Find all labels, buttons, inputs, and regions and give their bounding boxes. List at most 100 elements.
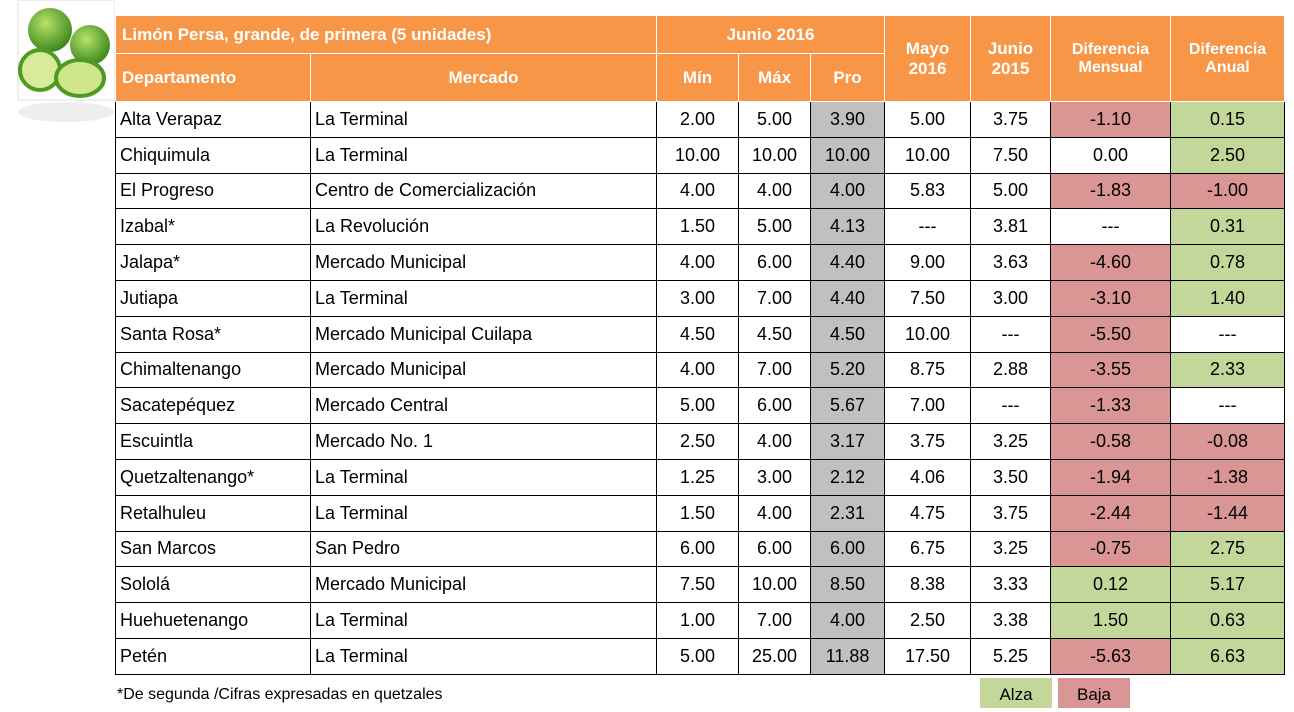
- table-cell: La Terminal: [311, 495, 657, 531]
- table-cell: 5.00: [885, 102, 971, 138]
- table-cell: 3.25: [971, 531, 1051, 567]
- table-cell: Izabal*: [116, 209, 311, 245]
- table-cell: 5.00: [971, 173, 1051, 209]
- table-cell: 2.88: [971, 352, 1051, 388]
- table-cell: -1.94: [1051, 459, 1171, 495]
- table-cell: 25.00: [739, 638, 811, 674]
- table-cell: 2.50: [885, 603, 971, 639]
- table-cell: 3.25: [971, 424, 1051, 460]
- lime-image: [0, 0, 115, 130]
- table-cell: Mercado Municipal: [311, 352, 657, 388]
- table-cell: Jalapa*: [116, 245, 311, 281]
- table-cell: ---: [885, 209, 971, 245]
- table-cell: 4.50: [657, 316, 739, 352]
- table-cell: 4.00: [657, 352, 739, 388]
- table-cell: 2.00: [657, 102, 739, 138]
- table-cell: 1.25: [657, 459, 739, 495]
- table-cell: 5.17: [1171, 567, 1285, 603]
- table-cell: -1.10: [1051, 102, 1171, 138]
- header-cell: Junio 2015: [971, 16, 1051, 102]
- legend-item: Alza: [980, 678, 1052, 708]
- table-cell: 10.00: [657, 137, 739, 173]
- table-cell: 3.33: [971, 567, 1051, 603]
- table-cell: Quetzaltenango*: [116, 459, 311, 495]
- table-cell: San Pedro: [311, 531, 657, 567]
- table-cell: 0.15: [1171, 102, 1285, 138]
- table-cell: 1.40: [1171, 280, 1285, 316]
- table-cell: 4.50: [739, 316, 811, 352]
- table-cell: 0.31: [1171, 209, 1285, 245]
- table-cell: -0.58: [1051, 424, 1171, 460]
- table-cell: -1.83: [1051, 173, 1171, 209]
- table-cell: 7.50: [971, 137, 1051, 173]
- table-cell: 4.00: [739, 424, 811, 460]
- table-cell: 4.00: [739, 495, 811, 531]
- table-cell: -1.00: [1171, 173, 1285, 209]
- table-cell: 7.50: [657, 567, 739, 603]
- table-cell: 7.00: [885, 388, 971, 424]
- table-cell: La Terminal: [311, 459, 657, 495]
- table-cell: ---: [1051, 209, 1171, 245]
- table-cell: 5.00: [657, 638, 739, 674]
- table-cell: 3.75: [971, 102, 1051, 138]
- table-cell: 3.81: [971, 209, 1051, 245]
- table-cell: 5.25: [971, 638, 1051, 674]
- table-cell: 3.00: [739, 459, 811, 495]
- footnote: *De segunda /Cifras expresadas en quetza…: [117, 686, 443, 704]
- table-cell: 3.00: [657, 280, 739, 316]
- page: Limón Persa, grande, de primera (5 unida…: [0, 0, 1294, 708]
- table-cell: -0.08: [1171, 424, 1285, 460]
- table-cell: 2.31: [811, 495, 885, 531]
- table-cell: Chimaltenango: [116, 352, 311, 388]
- table-cell: 4.13: [811, 209, 885, 245]
- table-cell: La Terminal: [311, 603, 657, 639]
- table-cell: Escuintla: [116, 424, 311, 460]
- table-cell: 0.63: [1171, 603, 1285, 639]
- table-cell: ---: [1171, 316, 1285, 352]
- header-cell: Junio 2016: [657, 16, 885, 54]
- header-cell: Mayo 2016: [885, 16, 971, 102]
- table-cell: 4.06: [885, 459, 971, 495]
- table-cell: 5.67: [811, 388, 885, 424]
- table-cell: 5.83: [885, 173, 971, 209]
- column-header: Pro: [811, 54, 885, 102]
- table-cell: 3.00: [971, 280, 1051, 316]
- table-cell: 2.33: [1171, 352, 1285, 388]
- table-cell: 3.90: [811, 102, 885, 138]
- table-cell: 4.40: [811, 280, 885, 316]
- table-cell: 11.88: [811, 638, 885, 674]
- table-cell: 4.50: [811, 316, 885, 352]
- table-cell: 1.00: [657, 603, 739, 639]
- table-cell: La Terminal: [311, 638, 657, 674]
- header-cell: Diferencia Anual: [1171, 16, 1285, 102]
- table-cell: 4.75: [885, 495, 971, 531]
- table-cell: 5.00: [739, 209, 811, 245]
- table-cell: Retalhuleu: [116, 495, 311, 531]
- table-cell: 2.50: [1171, 137, 1285, 173]
- table-cell: 4.00: [657, 173, 739, 209]
- table-cell: 0.78: [1171, 245, 1285, 281]
- table-cell: -2.44: [1051, 495, 1171, 531]
- table-cell: La Terminal: [311, 102, 657, 138]
- table-cell: 3.38: [971, 603, 1051, 639]
- table-cell: San Marcos: [116, 531, 311, 567]
- table-cell: El Progreso: [116, 173, 311, 209]
- table-cell: 4.00: [811, 603, 885, 639]
- table-cell: Mercado Municipal: [311, 567, 657, 603]
- table-cell: La Terminal: [311, 280, 657, 316]
- table-cell: 4.00: [739, 173, 811, 209]
- table-cell: 7.00: [739, 603, 811, 639]
- table-cell: -5.63: [1051, 638, 1171, 674]
- table-cell: ---: [971, 388, 1051, 424]
